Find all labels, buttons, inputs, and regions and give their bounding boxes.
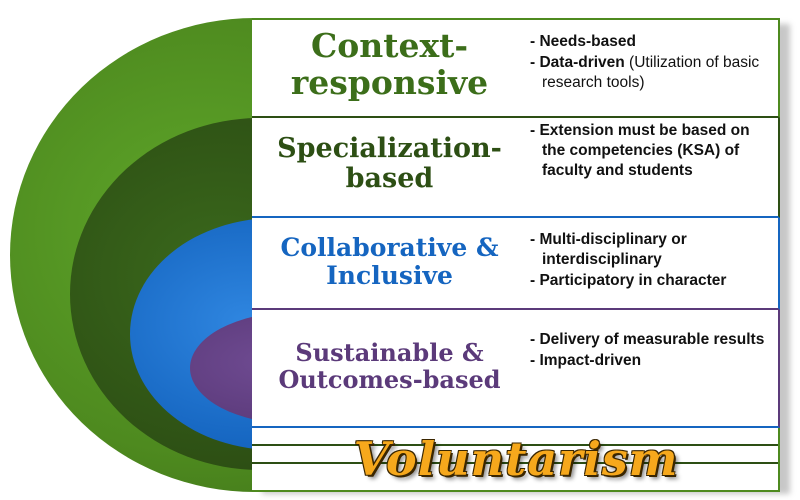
row-title-line: Specialization- bbox=[277, 133, 502, 164]
row-title: Specialization- based bbox=[252, 133, 527, 195]
row-title-line: Collaborative & bbox=[280, 233, 499, 262]
row-title-line: based bbox=[345, 163, 434, 195]
bullet-item: - Participatory in character bbox=[530, 272, 727, 290]
row-title: Sustainable & Outcomes-based bbox=[252, 338, 527, 394]
bullet-item: - Impact-driven bbox=[530, 352, 642, 370]
bullet-item: - Multi-disciplinary or interdisciplinar… bbox=[530, 231, 687, 269]
bullet-list: - Extension must be based on the compete… bbox=[530, 121, 770, 182]
voluntarism-label: Voluntarism bbox=[353, 432, 679, 486]
stripe bbox=[252, 462, 778, 464]
bullet-item: - Data-driven (Utilization of basic rese… bbox=[530, 54, 760, 92]
row-context-responsive: Context- responsive - Needs-based - Data… bbox=[252, 18, 780, 118]
row-title-line: Outcomes-based bbox=[278, 364, 501, 394]
row-title: Context- responsive bbox=[252, 26, 527, 102]
bullet-list: - Needs-based - Data-driven (Utilization… bbox=[530, 32, 770, 94]
stripe bbox=[252, 444, 778, 446]
row-title: Collaborative & Inclusive bbox=[252, 234, 527, 290]
row-collaborative-inclusive: Collaborative & Inclusive - Multi-discip… bbox=[252, 218, 780, 310]
row-specialization-based: Specialization- based - Extension must b… bbox=[252, 118, 780, 218]
bullet-item: - Delivery of measurable results bbox=[530, 331, 765, 348]
footer-band: Voluntarism bbox=[252, 428, 780, 492]
stripe bbox=[252, 490, 778, 492]
row-sustainable-outcomes: Sustainable & Outcomes-based - Delivery … bbox=[252, 310, 780, 428]
row-title-line: Context- bbox=[310, 26, 469, 65]
row-title-line: Inclusive bbox=[326, 261, 453, 290]
bullet-item: - Needs-based bbox=[530, 33, 636, 50]
row-title-line: Sustainable & bbox=[295, 338, 484, 367]
bullet-item: - Extension must be based on the compete… bbox=[530, 122, 750, 180]
bullet-list: - Multi-disciplinary or interdisciplinar… bbox=[530, 230, 770, 292]
row-title-line: responsive bbox=[290, 62, 489, 102]
bullet-list: - Delivery of measurable results - Impac… bbox=[530, 330, 770, 372]
